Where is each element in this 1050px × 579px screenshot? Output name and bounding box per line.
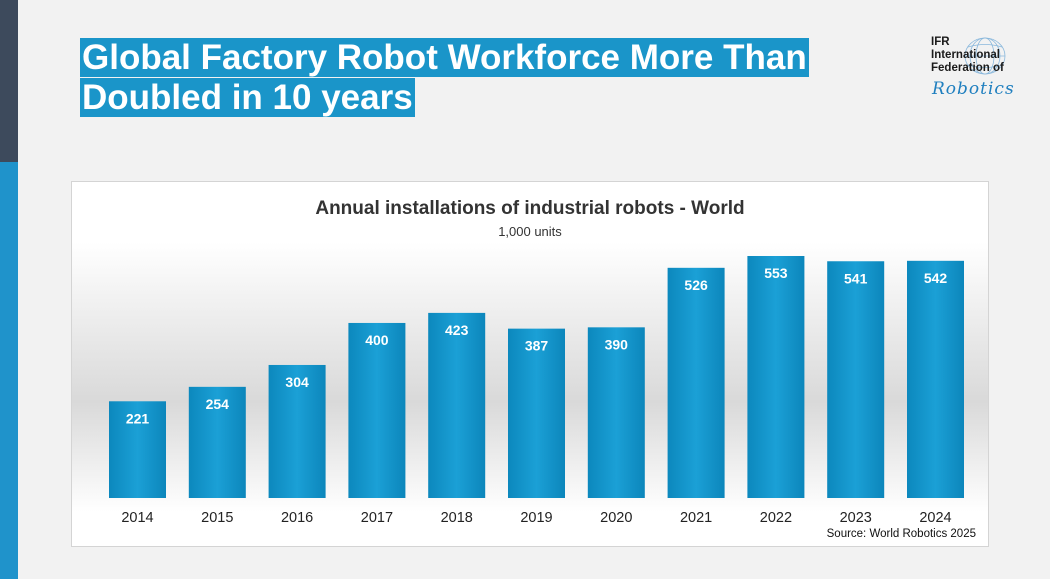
logo-wordmark: IFR International Federation of (931, 36, 1004, 75)
bar-2017 (348, 323, 405, 498)
bar-2022 (747, 256, 804, 498)
x-tick-label-2020: 2020 (600, 510, 632, 526)
slide-title: Global Factory Robot Workforce More Than… (80, 38, 809, 118)
logo-line-ifr: IFR (931, 36, 1004, 49)
logo-script-robotics: Robotics (932, 79, 1015, 99)
data-label-2016: 304 (285, 374, 309, 390)
data-label-2014: 221 (126, 410, 150, 426)
data-label-2017: 400 (365, 332, 389, 348)
bar-2019 (508, 329, 565, 498)
data-label-2020: 390 (605, 336, 629, 352)
x-tick-label-2017: 2017 (361, 510, 393, 526)
chart-source: Source: World Robotics 2025 (827, 528, 976, 540)
chart-panel: Annual installations of industrial robot… (71, 181, 989, 547)
x-tick-label-2014: 2014 (121, 510, 153, 526)
left-accent-bar-dark (0, 0, 18, 162)
x-tick-label-2019: 2019 (520, 510, 552, 526)
data-label-2021: 526 (684, 277, 708, 293)
bar-chart: 221 2014 254 2015 304 2016 400 2017 423 2018 387 20… (72, 182, 988, 546)
data-label-2015: 254 (206, 396, 230, 412)
data-label-2023: 541 (844, 270, 868, 286)
bar-2023 (827, 261, 884, 498)
x-tick-label-2021: 2021 (680, 510, 712, 526)
logo-line-federation: Federation of (931, 62, 1004, 75)
bar-2020 (588, 327, 645, 498)
x-tick-label-2015: 2015 (201, 510, 233, 526)
data-label-2022: 553 (764, 265, 788, 281)
x-tick-label-2016: 2016 (281, 510, 313, 526)
x-tick-label-2022: 2022 (760, 510, 792, 526)
data-label-2018: 423 (445, 322, 469, 338)
x-tick-label-2024: 2024 (919, 510, 951, 526)
data-label-2024: 542 (924, 270, 948, 286)
x-tick-label-2018: 2018 (441, 510, 473, 526)
bar-2018 (428, 313, 485, 498)
x-tick-label-2023: 2023 (840, 510, 872, 526)
data-label-2019: 387 (525, 338, 549, 354)
slide-title-line-2: Doubled in 10 years (80, 78, 415, 117)
bar-2024 (907, 261, 964, 498)
logo-line-international: International (931, 49, 1004, 62)
slide-title-line-1: Global Factory Robot Workforce More Than (80, 38, 809, 77)
left-accent-bar-blue (0, 162, 18, 579)
ifr-logo: IFR International Federation of Robotics (931, 36, 1031, 102)
bar-2021 (668, 268, 725, 498)
